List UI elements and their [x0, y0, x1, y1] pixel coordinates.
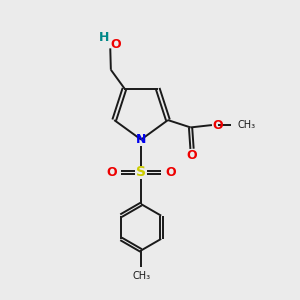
Text: S: S: [136, 165, 146, 179]
Text: H: H: [98, 32, 109, 44]
Text: O: O: [212, 118, 223, 132]
Text: O: O: [110, 38, 121, 51]
Text: N: N: [136, 133, 146, 146]
Text: CH₃: CH₃: [238, 120, 256, 130]
Text: O: O: [166, 166, 176, 179]
Text: O: O: [187, 149, 197, 162]
Text: O: O: [106, 166, 117, 179]
Text: CH₃: CH₃: [132, 271, 150, 281]
